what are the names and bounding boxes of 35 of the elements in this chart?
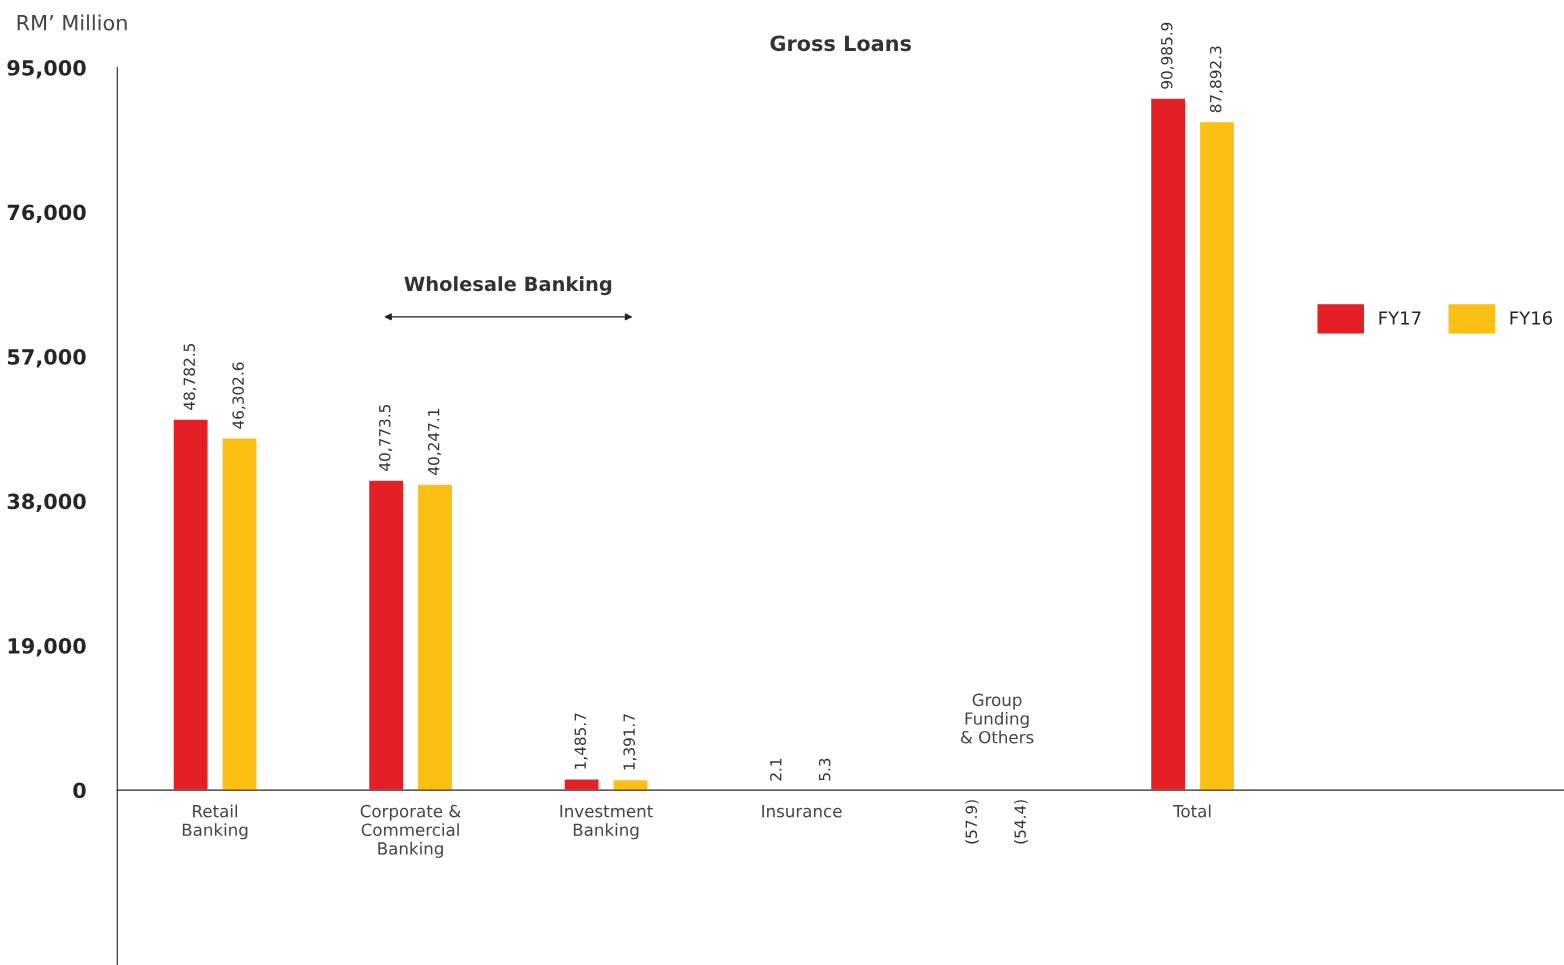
bar <box>1198 120 1236 791</box>
y-tick-label: 76,000 <box>7 204 86 223</box>
data-label: 1,391.7 <box>623 714 637 770</box>
data-label: 40,773.5 <box>378 404 393 471</box>
annotation: Wholesale Banking <box>404 276 612 296</box>
data-label: (54.4) <box>1014 800 1028 844</box>
bar <box>1149 97 1187 791</box>
data-label: 90,985.9 <box>1160 22 1175 89</box>
x-tick-label: Total <box>1173 804 1211 818</box>
data-label: 87,892.3 <box>1209 46 1223 113</box>
legend-label: FY17 <box>1379 311 1421 325</box>
data-label: (57.9) <box>965 800 979 844</box>
bar <box>367 479 405 791</box>
y-axis-title: RM’ Million <box>17 14 127 31</box>
x-tick-label: Corporate & Commercial Banking <box>360 804 461 858</box>
data-label: 46,302.6 <box>232 362 246 429</box>
data-label: 1,485.7 <box>574 713 588 769</box>
y-tick-label: 19,000 <box>8 638 86 657</box>
x-tick-label: Group Funding & Others <box>960 693 1034 744</box>
bar <box>416 483 454 791</box>
y-tick-label: 95,000 <box>7 60 86 79</box>
data-label: 48,782.5 <box>183 344 197 410</box>
bar <box>221 437 258 791</box>
x-tick-label: Insurance <box>762 805 842 818</box>
chart-title: Gross Loans <box>770 35 911 52</box>
x-tick-label: Investment Banking <box>560 805 653 840</box>
y-tick-label: 38,000 <box>7 493 86 512</box>
bar <box>172 418 209 791</box>
x-tick-label: Retail Banking <box>182 804 248 840</box>
data-label: 40,247.1 <box>427 409 441 475</box>
y-tick-label: 57,000 <box>7 349 86 368</box>
data-label: 2.1 <box>769 758 782 781</box>
legend-label: FY16 <box>1510 311 1553 325</box>
data-label: 5.3 <box>818 758 831 781</box>
y-tick-label: 0 <box>73 782 86 799</box>
